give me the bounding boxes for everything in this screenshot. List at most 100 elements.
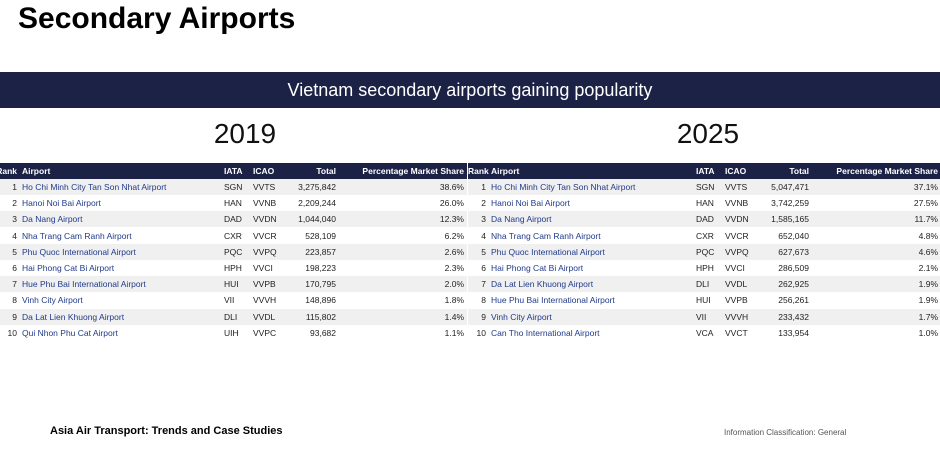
table-cell: 1.4% <box>444 311 464 322</box>
table-cell: DLI <box>696 279 710 290</box>
table-cell: SGN <box>696 182 715 192</box>
table-cell: 10 <box>7 327 17 338</box>
table-cell: 5 <box>12 246 17 257</box>
table-row: 6 Hai Phong Cat Bi Airport HPH VVCI 286,509 2… <box>468 260 940 276</box>
table-cell: 38.6% <box>439 182 464 192</box>
table-cell: SGN <box>224 182 243 192</box>
table-cell: 4 <box>12 230 17 241</box>
table-cell: 2,209,244 <box>298 198 336 209</box>
table-cell: 4.8% <box>918 230 938 241</box>
table-cell: 3,275,842 <box>298 182 336 192</box>
table-cell: VVTS <box>725 182 748 192</box>
table-cell: 7 <box>12 279 17 290</box>
table-cell: Qui Nhon Phu Cat Airport <box>22 327 118 338</box>
table-cell: Ho Chi Minh City Tan Son Nhat Airport <box>22 182 167 192</box>
table-cell: 12.3% <box>439 214 464 225</box>
table-cell: 256,261 <box>778 295 809 306</box>
table-cell: VII <box>696 311 707 322</box>
column-header: Total <box>316 166 336 176</box>
table-cell: 8 <box>481 295 486 306</box>
table-cell: 26.0% <box>439 198 464 209</box>
table-cell: VCA <box>696 327 714 338</box>
table-cell: 3 <box>12 214 17 225</box>
table-cell: UIH <box>224 327 239 338</box>
table-cell: CXR <box>224 230 242 241</box>
table-row: 10 Qui Nhon Phu Cat Airport UIH VVPC 93,682 1… <box>0 325 467 341</box>
table-cell: VVVH <box>725 311 749 322</box>
column-header: Total <box>789 166 809 176</box>
table-cell: 7 <box>481 279 486 290</box>
table-cell: HAN <box>224 198 242 209</box>
table-cell: Phu Quoc International Airport <box>22 246 136 257</box>
table-cell: 2.3% <box>444 263 464 273</box>
table-cell: VVPQ <box>725 246 749 257</box>
table-cell: VVDL <box>253 311 276 322</box>
table-row: 5 Phu Quoc International Airport PQC VVPQ 62… <box>468 243 940 260</box>
table-cell: VVDN <box>253 214 277 225</box>
table-cell: 198,223 <box>305 263 336 273</box>
table-row: 9 Da Lat Lien Khuong Airport DLI VVDL 115,80… <box>0 308 467 325</box>
table-cell: HPH <box>224 263 242 273</box>
table-cell: Da Lat Lien Khuong Airport <box>22 311 125 322</box>
table-cell: 528,109 <box>305 230 336 241</box>
table-cell: Hanoi Noi Bai Airport <box>22 198 101 209</box>
table-cell: VVCI <box>253 263 273 273</box>
table-cell: Hanoi Noi Bai Airport <box>491 198 570 209</box>
table-row: 9 Vinh City Airport VII VVVH 233,432 1.7% <box>468 308 940 325</box>
table-cell: Da Nang Airport <box>22 214 83 225</box>
table-cell: 223,857 <box>305 246 336 257</box>
table-cell: Vinh City Airport <box>22 295 83 306</box>
table-cell: DAD <box>224 214 242 225</box>
table-cell: 9 <box>12 311 17 322</box>
table-cell: 11.7% <box>914 214 938 225</box>
table-cell: 5,047,471 <box>771 182 809 192</box>
column-header: IATA <box>224 166 243 176</box>
column-header: Percentage Market Share <box>362 166 464 176</box>
column-header: ICAO <box>725 166 747 176</box>
table-cell: 8 <box>12 295 17 306</box>
table-cell: 2 <box>12 198 17 209</box>
table-row: 3 Da Nang Airport DAD VVDN 1,585,165 11.7% <box>468 211 940 228</box>
table-cell: 37.1% <box>913 182 938 192</box>
column-header: ICAO <box>253 166 275 176</box>
table-cell: HUI <box>696 295 711 306</box>
table-cell: 627,673 <box>778 246 809 257</box>
table-cell: HAN <box>696 198 714 209</box>
table-cell: 3,742,259 <box>771 198 809 209</box>
table-row: 7 Hue Phu Bai International Airport HUI VVP… <box>0 276 467 293</box>
table-cell: PQC <box>696 246 715 257</box>
table-cell: 10 <box>476 327 486 338</box>
table-cell: 2.1% <box>918 263 938 273</box>
table-cell: HUI <box>224 279 239 290</box>
table-cell: 6 <box>481 263 486 273</box>
table-cell: 9 <box>481 311 486 322</box>
table-cell: VVNB <box>253 198 277 209</box>
table-cell: VVCT <box>725 327 748 338</box>
table-row: 4 Nha Trang Cam Ranh Airport CXR VVCR 652,04… <box>468 228 940 244</box>
table-cell: Da Lat Lien Khuong Airport <box>491 279 594 290</box>
table-cell: VVVH <box>253 295 277 306</box>
table-cell: VVNB <box>725 198 749 209</box>
table-cell: Hue Phu Bai International Airport <box>22 279 146 290</box>
table-row: 6 Hai Phong Cat Bi Airport HPH VVCI 198,223 2… <box>0 260 467 276</box>
table-cell: 2.0% <box>444 279 464 290</box>
table-row: 2 Hanoi Noi Bai Airport HAN VVNB 3,742,259 27… <box>468 195 940 211</box>
table-cell: VVCR <box>725 230 749 241</box>
table-cell: 1 <box>12 182 17 192</box>
footer-source: Asia Air Transport: Trends and Case Stud… <box>50 425 283 437</box>
table-cell: PQC <box>224 246 243 257</box>
table-row: 1 Ho Chi Minh City Tan Son Nhat Airport SG… <box>468 179 940 195</box>
table-cell: Ho Chi Minh City Tan Son Nhat Airport <box>491 182 636 192</box>
table-cell: VVDL <box>725 279 748 290</box>
table-cell: VVPB <box>253 279 276 290</box>
table-cell: Can Tho International Airport <box>491 327 600 338</box>
table-cell: 652,040 <box>778 230 809 241</box>
slide-title: Secondary Airports <box>18 2 296 35</box>
table-cell: VVCR <box>253 230 277 241</box>
column-header: Percentage Market Share <box>836 166 938 176</box>
